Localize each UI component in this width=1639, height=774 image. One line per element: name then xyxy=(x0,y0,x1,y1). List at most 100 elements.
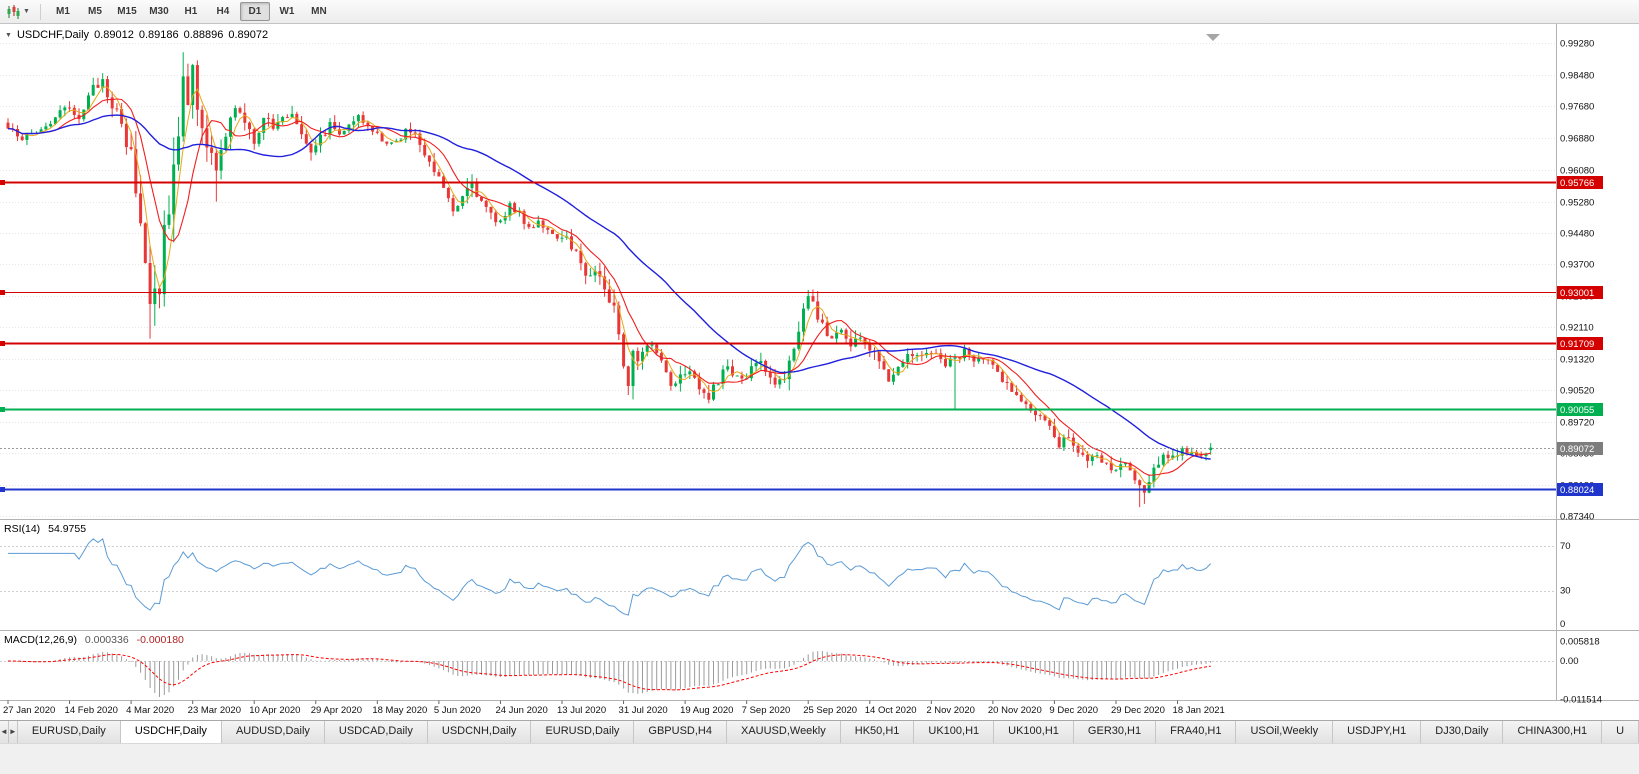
level-handle[interactable] xyxy=(0,487,5,492)
candle-body xyxy=(338,129,341,135)
tab-ger30-h1[interactable]: GER30,H1 xyxy=(1073,721,1157,743)
tab-gbpusd-h4[interactable]: GBPUSD,H4 xyxy=(634,721,727,743)
timeframe-button-m30[interactable]: M30 xyxy=(149,6,169,17)
level-handle[interactable] xyxy=(0,341,5,346)
date-axis-label: 9 Dec 2020 xyxy=(1049,705,1098,716)
price-badge-label: 0.95766 xyxy=(1560,178,1594,189)
candle-body xyxy=(958,357,962,359)
candle-body xyxy=(707,392,711,400)
collapse-icon[interactable]: ▼ xyxy=(5,31,12,39)
tab-audusd-daily[interactable]: AUDUSD,Daily xyxy=(221,721,325,743)
candlestick-chart-icon[interactable] xyxy=(5,4,21,20)
symbol-ohlc-overlay: ▼ USDCHF,Daily 0.89012 0.89186 0.88896 0… xyxy=(5,29,273,41)
level-handle[interactable] xyxy=(0,290,5,295)
candle-body xyxy=(210,147,214,153)
price-axis-label: 0.92110 xyxy=(1560,323,1594,334)
tab-fra40-h1[interactable]: FRA40,H1 xyxy=(1156,721,1237,743)
candle-body xyxy=(816,301,820,320)
candles-layer[interactable] xyxy=(6,52,1213,508)
date-axis-label: 19 Aug 2020 xyxy=(680,705,733,716)
macd-axis-label: -0.011514 xyxy=(1560,695,1602,706)
candle-body xyxy=(319,134,322,146)
timeframe-button-m15[interactable]: M15 xyxy=(117,6,137,17)
price-badge xyxy=(1557,483,1603,496)
tab-uk100-h1[interactable]: UK100,H1 xyxy=(994,721,1074,743)
candle-body xyxy=(1086,454,1090,461)
macd-axis-label: 0.00 xyxy=(1560,656,1579,667)
candle-body xyxy=(754,363,758,367)
tab-usdjpy-h1[interactable]: USDJPY,H1 xyxy=(1333,721,1422,743)
tab-eurusd-daily[interactable]: EURUSD,Daily xyxy=(17,721,121,743)
tab-usdcnh-daily[interactable]: USDCNH,Daily xyxy=(427,721,532,743)
candle-body xyxy=(925,352,929,356)
level-handle[interactable] xyxy=(0,407,5,412)
tab-hk50-h1[interactable]: HK50,H1 xyxy=(840,721,915,743)
candle-body xyxy=(470,183,474,189)
candle-body xyxy=(622,334,626,367)
candle-body xyxy=(645,345,649,352)
date-axis-label: 14 Oct 2020 xyxy=(865,705,917,716)
tab-usoil-weekly[interactable]: USOil,Weekly xyxy=(1236,721,1334,743)
rsi-axis-label: 30 xyxy=(1560,586,1571,597)
tab-usdchf-daily[interactable]: USDCHF,Daily xyxy=(120,721,222,743)
timeframe-button-h1[interactable]: H1 xyxy=(184,6,198,17)
tab-usdcad-daily[interactable]: USDCAD,Daily xyxy=(324,721,428,743)
timeframe-button-mn[interactable]: MN xyxy=(311,6,327,17)
candle-body xyxy=(186,76,190,105)
candle-body xyxy=(229,117,232,137)
candle-body xyxy=(1147,481,1151,493)
date-axis-label: 7 Sep 2020 xyxy=(742,705,791,716)
price-badge xyxy=(1557,176,1603,189)
candle-body xyxy=(1043,415,1047,421)
candle-body xyxy=(716,384,720,386)
candle-body xyxy=(451,198,455,212)
candle-body xyxy=(740,375,744,379)
candle-body xyxy=(432,161,436,173)
candle-body xyxy=(944,358,947,367)
chevron-down-icon[interactable]: ▼ xyxy=(23,8,30,15)
candle-body xyxy=(342,130,346,135)
tab-uk100-h1[interactable]: UK100,H1 xyxy=(914,721,995,743)
candle-body xyxy=(1124,463,1127,465)
timeframe-button-h4[interactable]: H4 xyxy=(216,6,230,17)
candle-body xyxy=(1114,469,1118,471)
candle-body xyxy=(1105,462,1108,464)
candle-body xyxy=(404,128,408,140)
tab-eurusd-daily[interactable]: EURUSD,Daily xyxy=(531,721,635,743)
level-handle[interactable] xyxy=(0,180,5,185)
price-badge-label: 0.91709 xyxy=(1560,339,1594,350)
timeframe-button-m1[interactable]: M1 xyxy=(55,6,70,17)
candle-body xyxy=(806,296,810,309)
macd-main-value: 0.000336 xyxy=(84,634,129,646)
timeframe-buttons: M1 M5 M15 M30 H1 H4 D1 W1 MN xyxy=(47,2,335,21)
macd-signal-line xyxy=(8,653,1211,691)
candle-body xyxy=(811,296,815,302)
chart-window[interactable]: 0.99280 0.98480 0.97680 0.96880 0.96080 0.952… xyxy=(0,24,1639,720)
candle-body xyxy=(489,206,493,213)
timeframe-button-d1[interactable]: D1 xyxy=(239,2,270,21)
price-axis-label: 0.91320 xyxy=(1560,355,1594,366)
candle-body xyxy=(1199,455,1203,457)
timeframe-button-w1[interactable]: W1 xyxy=(279,6,295,17)
price-axis-label: 0.98480 xyxy=(1560,71,1594,82)
candle-body xyxy=(390,142,393,144)
tab-china300-h1[interactable]: CHINA300,H1 xyxy=(1503,721,1603,743)
candle-body xyxy=(172,164,176,215)
timeframe-button-m5[interactable]: M5 xyxy=(87,6,102,17)
candle-body xyxy=(858,337,862,339)
candle-body xyxy=(896,366,900,375)
price-chart-canvas[interactable]: 0.99280 0.98480 0.97680 0.96880 0.96080 0.952… xyxy=(0,24,1639,720)
candle-body xyxy=(124,123,128,148)
candle-body xyxy=(664,360,668,373)
tab-dj30-daily[interactable]: DJ30,Daily xyxy=(1421,721,1504,743)
date-axis-label: 4 Mar 2020 xyxy=(126,705,174,716)
horizontal-levels-layer[interactable] xyxy=(0,180,1556,492)
tab-scroll-right-button[interactable]: ► xyxy=(8,721,18,743)
tab-u[interactable]: U xyxy=(1602,721,1639,743)
candle-body xyxy=(456,205,460,212)
candle-body xyxy=(58,110,62,118)
candle-body xyxy=(882,361,886,370)
tab-scroll-left-button[interactable]: ◄ xyxy=(0,721,9,743)
candle-body xyxy=(636,350,640,362)
tab-xauusd-weekly[interactable]: XAUUSD,Weekly xyxy=(726,721,841,743)
